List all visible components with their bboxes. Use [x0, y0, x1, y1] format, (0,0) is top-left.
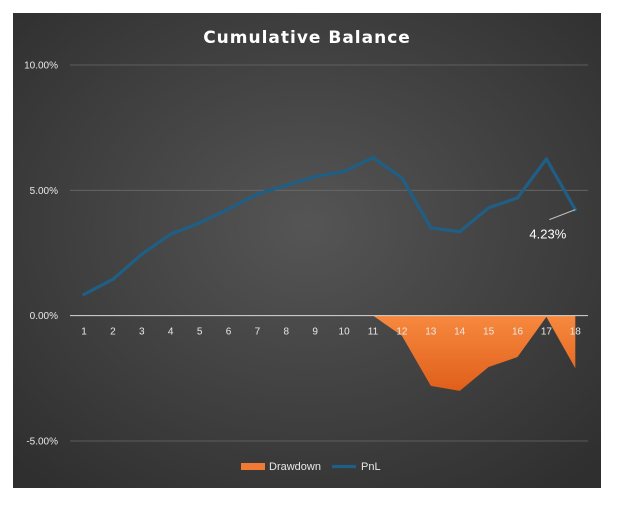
y-axis-tick-labels: 10.00% 5.00% 0.00% -5.00% [24, 61, 58, 448]
legend-label-drawdown: Drawdown [269, 461, 321, 473]
pnl-point [487, 206, 491, 210]
legend: Drawdown PnL [241, 461, 381, 473]
x-tick-label: 4 [168, 327, 174, 338]
x-tick-label: 16 [512, 327, 524, 338]
legend-label-pnl: PnL [361, 461, 381, 473]
chart-title: Cumulative Balance [203, 28, 411, 48]
data-labels: 4.23% [529, 209, 576, 242]
pnl-point [284, 183, 288, 187]
x-tick-label: 1 [81, 327, 87, 338]
grid-lines [70, 64, 588, 442]
pnl-point [515, 196, 520, 200]
x-tick-label: 10 [339, 327, 351, 338]
x-axis-tick-labels: 1 2 3 4 5 6 7 8 9 10 11 12 13 14 15 16 17 18 [81, 327, 581, 338]
x-tick-label: 9 [312, 327, 318, 338]
x-tick-label: 13 [425, 327, 437, 338]
drawdown-area-layer [84, 315, 576, 391]
x-tick-label: 2 [110, 327, 116, 338]
x-tick-label: 18 [570, 327, 582, 338]
y-tick-label: 0.00% [30, 311, 58, 322]
pnl-line [82, 156, 577, 296]
drawdown-area [84, 315, 576, 391]
pnl-point [226, 207, 231, 211]
pnl-point [544, 157, 549, 161]
pnl-point [429, 226, 433, 230]
x-tick-label: 11 [368, 327, 379, 338]
x-tick-label: 6 [226, 327, 232, 338]
chart-background [13, 13, 601, 488]
pnl-point [400, 176, 404, 180]
x-tick-label: 8 [284, 327, 290, 338]
legend-swatch-drawdown [241, 463, 265, 470]
x-tick-label: 7 [255, 327, 261, 338]
y-tick-label: -5.00% [26, 437, 58, 448]
pnl-point [255, 192, 259, 196]
pnl-point [198, 221, 202, 225]
pnl-line-layer [82, 156, 577, 296]
pnl-point [371, 156, 375, 160]
pnl-point [458, 230, 462, 234]
x-tick-label: 3 [139, 327, 145, 338]
data-label: 4.23% [529, 227, 566, 242]
y-tick-label: 5.00% [30, 186, 58, 197]
x-tick-label: 14 [454, 327, 466, 338]
x-tick-label: 12 [396, 327, 408, 338]
data-label-leader [549, 209, 576, 221]
pnl-point [140, 252, 144, 256]
pnl-point [82, 292, 86, 296]
pnl-point [169, 232, 173, 236]
x-tick-label: 17 [541, 327, 553, 338]
pnl-point [342, 169, 346, 174]
pnl-point [111, 277, 115, 281]
x-tick-label: 15 [483, 327, 495, 338]
pnl-point [313, 174, 317, 179]
x-tick-label: 5 [197, 327, 203, 338]
y-tick-label: 10.00% [24, 61, 58, 72]
